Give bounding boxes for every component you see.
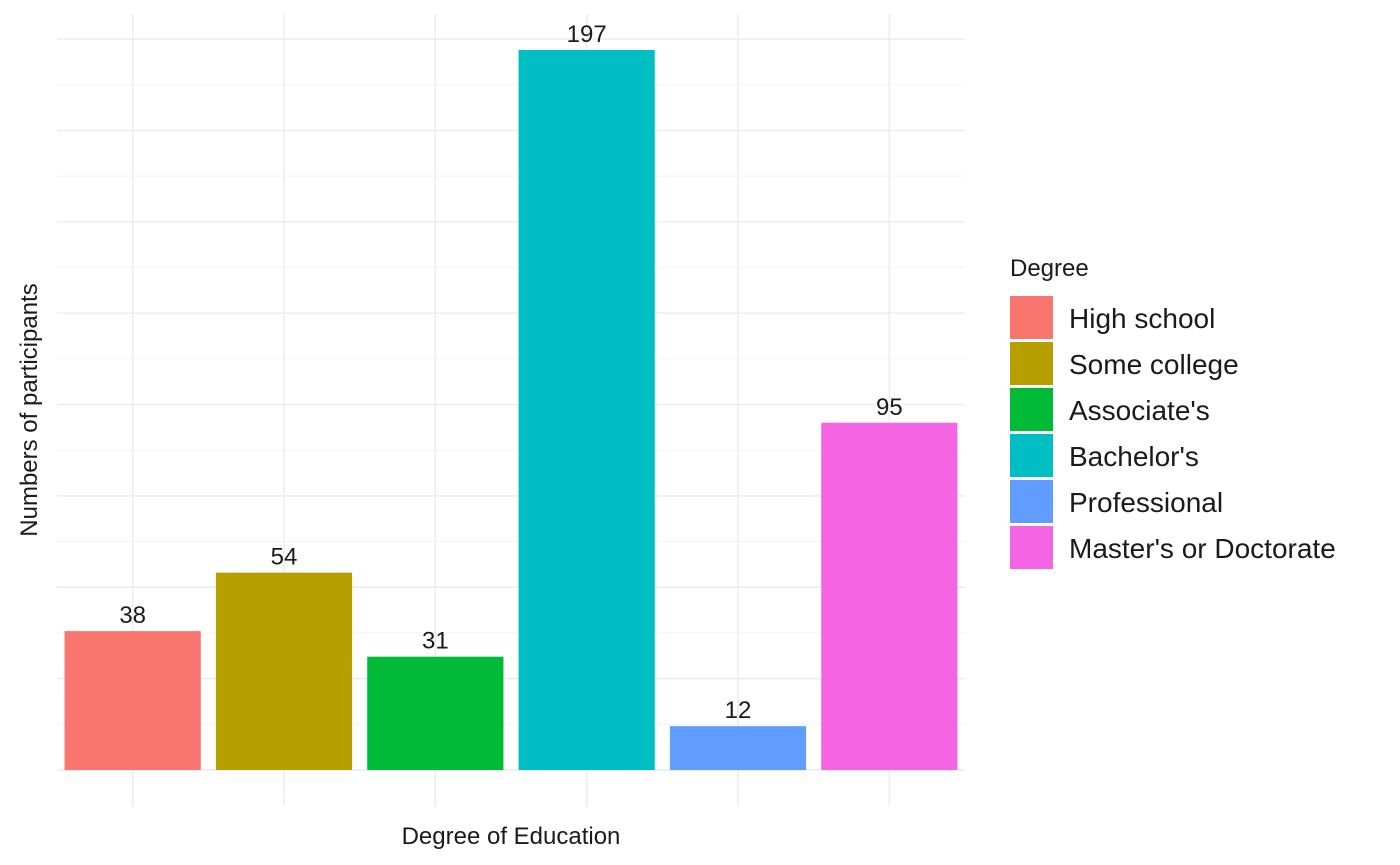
legend-label: Master's or Doctorate: [1069, 533, 1336, 564]
bars: [64, 50, 958, 770]
bar-professional: [669, 726, 807, 770]
bar-bachelor-s: [518, 50, 655, 770]
legend-swatch: [1010, 388, 1053, 431]
bar-some-college: [215, 572, 353, 770]
legend-label: Professional: [1069, 487, 1223, 518]
data-labels: 38 54 31 197 12 95: [119, 21, 902, 724]
data-label: 54: [271, 544, 298, 571]
data-label: 38: [119, 602, 146, 629]
legend-label: Some college: [1069, 349, 1239, 380]
legend-swatch: [1010, 434, 1053, 477]
legend-swatch: [1010, 526, 1053, 569]
bar-associate-s: [367, 656, 504, 770]
legend: Degree High school Some college Associate'…: [1010, 255, 1336, 569]
data-label: 12: [725, 697, 752, 724]
bar-high-school: [64, 631, 201, 770]
legend-label: Associate's: [1069, 395, 1210, 426]
data-label: 95: [876, 394, 903, 421]
legend-title: Degree: [1010, 255, 1089, 282]
legend-swatch: [1010, 480, 1053, 523]
x-axis-title: Degree of Education: [402, 823, 621, 850]
y-axis-title: Numbers of participants: [16, 283, 43, 536]
bar-master-s-or-doctorate: [821, 422, 958, 770]
legend-label: Bachelor's: [1069, 441, 1199, 472]
legend-items: High school Some college Associate's Bachel…: [1010, 296, 1336, 569]
data-label: 197: [567, 21, 607, 48]
data-label: 31: [422, 628, 449, 655]
legend-swatch: [1010, 342, 1053, 385]
legend-label: High school: [1069, 303, 1215, 334]
legend-swatch: [1010, 296, 1053, 339]
